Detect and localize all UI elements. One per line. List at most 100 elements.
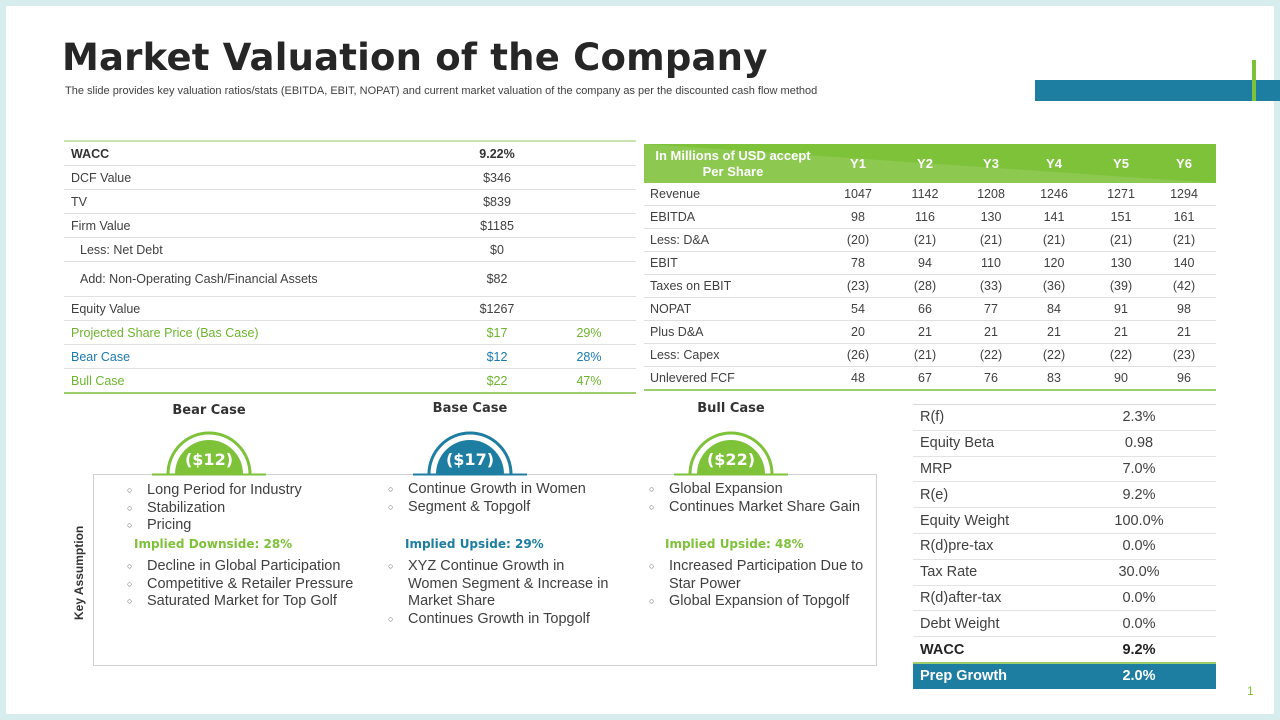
page-title: Market Valuation of the Company [62, 36, 768, 79]
wacc-value: 0.0% [1122, 615, 1156, 632]
valuation-percent: 29% [576, 325, 602, 340]
bullet-item: Global Expansion [648, 481, 878, 499]
year-header: Y1 [850, 156, 866, 171]
wacc-label: Equity Beta [920, 435, 995, 452]
wacc-row: R(e) 9.2% [913, 482, 1216, 509]
valuation-label: Bear Case [71, 349, 131, 364]
valuation-row: WACC 9.22% [64, 142, 636, 166]
projection-cell: 66 [918, 302, 932, 316]
projection-cell: (22) [1109, 348, 1133, 362]
wacc-label: Equity Weight [920, 512, 1010, 529]
gauge-arc [674, 431, 788, 476]
projection-cell: (21) [913, 233, 937, 247]
projection-label: Less: Capex [650, 348, 720, 362]
gauge-arc [152, 431, 266, 476]
top-bullet-list: Long Period for IndustryStabilizationPri… [126, 482, 356, 535]
wacc-row: R(f) 2.3% [913, 405, 1216, 431]
wacc-value: 2.3% [1122, 409, 1156, 426]
projection-cell: 77 [984, 302, 998, 316]
projection-row: Revenue 1047 1142 1208 1246 1271 1294 [644, 183, 1216, 206]
projection-cell: (39) [1109, 279, 1133, 293]
accent-bar [1035, 80, 1280, 101]
bullet-item: XYZ Continue Growth in Women Segment & I… [387, 558, 612, 611]
valuation-row: Equity Value $1267 [64, 297, 636, 321]
bullet-item: Global Expansion of Topgolf [648, 593, 878, 611]
projection-cell: 54 [851, 302, 865, 316]
wacc-row: Tax Rate 30.0% [913, 560, 1216, 586]
projection-table-header: In Millions of USD accept Per Share Y1 Y2… [644, 144, 1216, 183]
projection-label: Taxes on EBIT [650, 279, 732, 293]
projection-cell: 1246 [1040, 187, 1068, 201]
wacc-row: R(d)after-tax 0.0% [913, 586, 1216, 612]
valuation-percent: 47% [576, 373, 602, 388]
case-value: ($17) [445, 450, 495, 469]
bullet-item: Pricing [126, 517, 356, 535]
case-title: Base Case [432, 401, 508, 416]
bullet-item: Decline in Global Participation [126, 558, 356, 576]
projection-cell: (23) [1172, 348, 1196, 362]
projection-row: Less: Capex (26) (21) (22) (22) (22) (23) [644, 344, 1216, 367]
projection-cell: 94 [918, 256, 932, 270]
projection-cell: (33) [979, 279, 1003, 293]
projection-table-body: Revenue 1047 1142 1208 1246 1271 1294 EBITDA 98 1… [644, 183, 1216, 389]
case-title: Bear Case [172, 403, 246, 418]
projection-cell: 1142 [911, 187, 939, 201]
projection-cell: (21) [1042, 233, 1066, 247]
projection-cell: 20 [851, 325, 865, 339]
valuation-label: Projected Share Price (Bas Case) [71, 325, 259, 340]
projection-cell: 120 [1043, 256, 1065, 270]
projection-header-label: In Millions of USD accept Per Share [655, 148, 811, 179]
projection-cell: (21) [979, 233, 1003, 247]
valuation-row: Bull Case $22 47% [64, 369, 636, 392]
projection-cell: 78 [851, 256, 865, 270]
header-shade [644, 144, 1216, 183]
projection-cell: 21 [918, 325, 932, 339]
valuation-row: Firm Value $1185 [64, 214, 636, 238]
year-header: Y6 [1176, 156, 1192, 171]
case-title: Bull Case [697, 401, 765, 416]
case-gauge: ($17) [413, 426, 527, 476]
projection-cell: (21) [1109, 233, 1133, 247]
valuation-value: $17 [486, 325, 508, 340]
page-subtitle: The slide provides key valuation ratios/… [65, 85, 818, 97]
projection-label: Revenue [650, 187, 701, 201]
bullet-item: Saturated Market for Top Golf [126, 593, 356, 611]
wacc-value: 7.0% [1122, 460, 1156, 477]
valuation-value: $839 [483, 194, 511, 209]
projection-row: Less: D&A (20) (21) (21) (21) (21) (21) [644, 229, 1216, 252]
valuation-label: WACC [71, 146, 110, 161]
valuation-label: Less: Net Debt [80, 242, 163, 257]
wacc-label: R(d)after-tax [920, 589, 1002, 606]
wacc-label: Prep Growth [920, 668, 1008, 685]
bullet-item: Increased Participation Due to Star Powe… [648, 558, 878, 593]
projection-cell: 98 [851, 210, 865, 224]
wacc-value: 2.0% [1122, 668, 1156, 685]
valuation-row: DCF Value $346 [64, 166, 636, 190]
wacc-row: Equity Weight 100.0% [913, 508, 1216, 534]
projection-cell: 98 [1177, 302, 1191, 316]
projection-cell: 1294 [1170, 187, 1198, 201]
valuation-percent: 28% [576, 349, 602, 364]
projection-cell: 48 [851, 371, 865, 385]
projection-cell: 67 [918, 371, 932, 385]
projection-cell: 21 [1047, 325, 1061, 339]
implied-change: Implied Upside: 48% [665, 537, 804, 551]
projection-cell: (20) [846, 233, 870, 247]
projection-cell: (22) [979, 348, 1003, 362]
valuation-label: Firm Value [71, 218, 131, 233]
valuation-value: $346 [483, 170, 511, 185]
valuation-row: Add: Non-Operating Cash/Financial Assets… [64, 262, 636, 297]
case-gauge: ($12) [152, 426, 266, 476]
year-header: Y4 [1046, 156, 1062, 171]
valuation-label: Add: Non-Operating Cash/Financial Assets [80, 272, 318, 286]
valuation-value: $22 [486, 373, 508, 388]
projection-row: Plus D&A 20 21 21 21 21 21 [644, 321, 1216, 344]
wacc-label: Debt Weight [920, 615, 1000, 632]
valuation-row: Bear Case $12 28% [64, 345, 636, 369]
wacc-row: Equity Beta 0.98 [913, 431, 1216, 457]
projection-cell: 21 [1114, 325, 1128, 339]
projection-cell: (42) [1172, 279, 1196, 293]
wacc-label: WACC [920, 641, 965, 658]
wacc-row: Prep Growth 2.0% [913, 663, 1216, 689]
valuation-label: Bull Case [71, 373, 125, 388]
